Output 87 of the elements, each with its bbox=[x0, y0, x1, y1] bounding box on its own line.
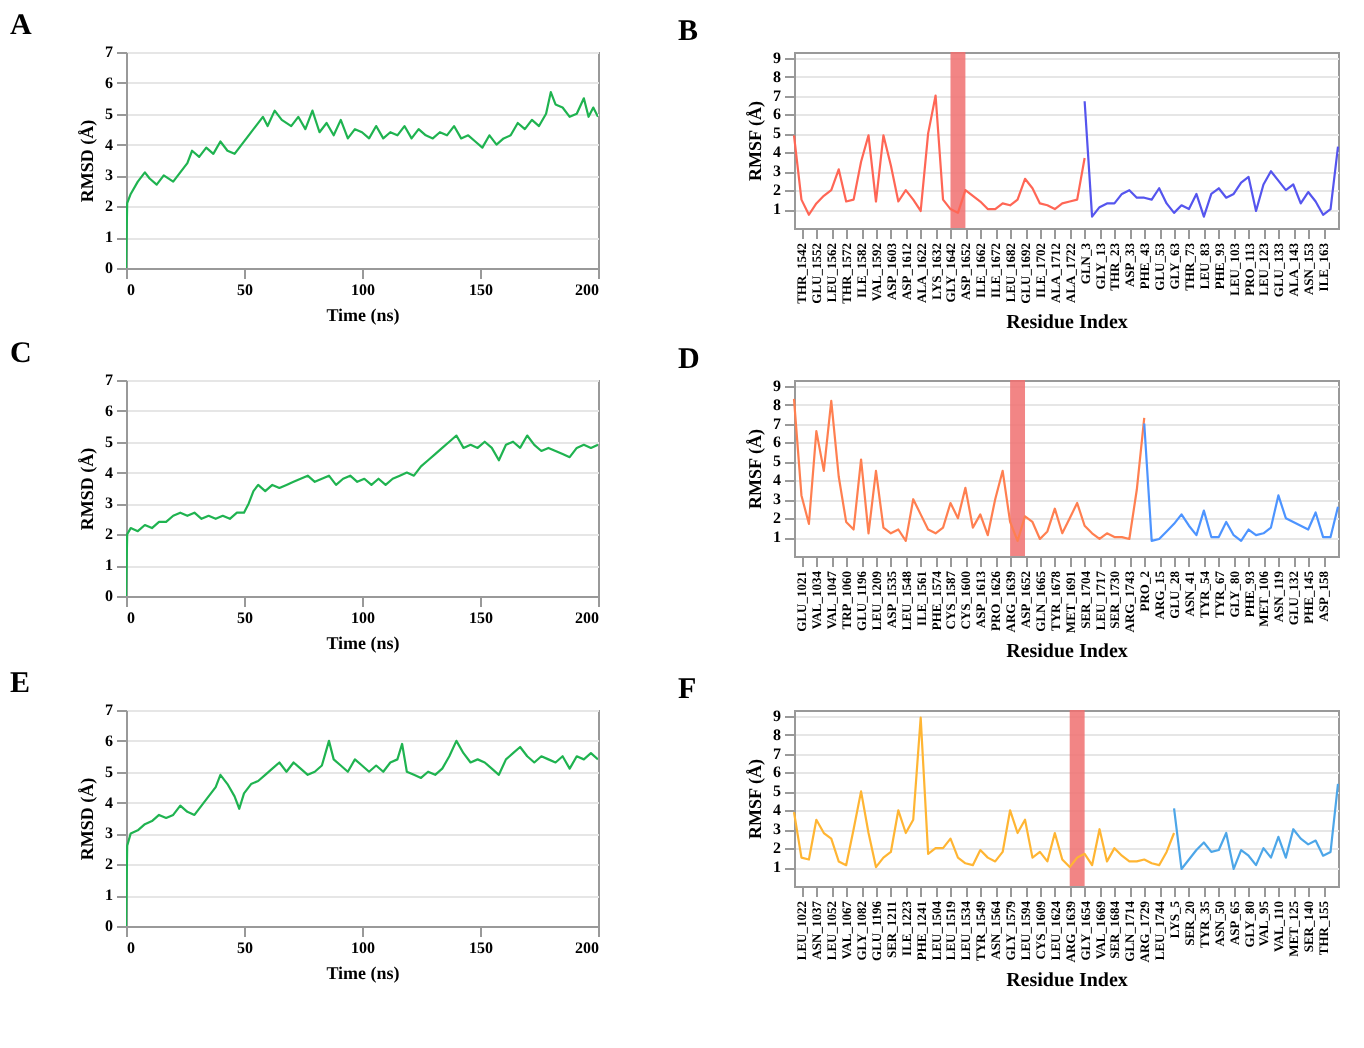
line-series bbox=[1143, 422, 1340, 542]
y-axis-title: RMSD (Å) bbox=[77, 119, 97, 203]
y-tick-label: 1 bbox=[773, 200, 781, 219]
y-tick-label: 6 bbox=[105, 73, 113, 92]
chart-title: E bbox=[10, 668, 31, 700]
y-tick-label: 8 bbox=[773, 67, 781, 86]
y-tick-label: 3 bbox=[773, 162, 781, 181]
x-tick-label: 200 bbox=[575, 939, 599, 957]
y-tick-label: 3 bbox=[773, 490, 781, 509]
chart-title: A bbox=[10, 10, 32, 42]
y-tick-label: 7 bbox=[105, 43, 113, 61]
x-axis-title: Time (ns) bbox=[326, 963, 400, 983]
y-tick-label: 5 bbox=[105, 104, 113, 123]
x-tick-label: 50 bbox=[237, 939, 253, 957]
y-tick-label: 6 bbox=[105, 731, 113, 750]
x-tick-label: 150 bbox=[469, 939, 493, 957]
x-tick-label: 0 bbox=[127, 281, 135, 299]
y-tick-label: 3 bbox=[773, 820, 781, 839]
y-axis-title: RMSF (Å) bbox=[745, 759, 765, 839]
chart-title: F bbox=[678, 673, 697, 706]
x-tick-label: 0 bbox=[127, 939, 135, 957]
line-series bbox=[792, 397, 1146, 542]
y-tick-label: 1 bbox=[105, 886, 113, 905]
chart-title: D bbox=[678, 343, 700, 376]
y-tick-label: 5 bbox=[773, 124, 781, 143]
y-tick-label: 2 bbox=[105, 197, 113, 216]
y-tick-label: 7 bbox=[105, 371, 113, 389]
x-axis-title: Residue Index bbox=[1006, 970, 1128, 993]
x-axis-title: Residue Index bbox=[1006, 311, 1128, 334]
y-tick-label: 5 bbox=[105, 432, 113, 451]
y-tick-label: 6 bbox=[105, 401, 113, 420]
y-tick-label: 8 bbox=[773, 395, 781, 414]
y-tick-label: 4 bbox=[773, 143, 781, 162]
y-tick-label: 6 bbox=[773, 105, 781, 124]
y-axis-title: RMSD (Å) bbox=[77, 447, 97, 531]
y-tick-label: 4 bbox=[105, 463, 113, 482]
y-tick-label: 2 bbox=[105, 525, 113, 544]
y-tick-label: 4 bbox=[105, 135, 113, 154]
x-tick-label: 0 bbox=[127, 609, 135, 627]
y-tick-label: 9 bbox=[773, 706, 781, 725]
y-tick-label: 2 bbox=[773, 181, 781, 200]
y-tick-label: 2 bbox=[773, 839, 781, 858]
y-tick-label: 6 bbox=[773, 433, 781, 452]
y-tick-label: 5 bbox=[773, 782, 781, 801]
y-tick-label: 9 bbox=[773, 48, 781, 67]
y-tick-label: 6 bbox=[773, 763, 781, 782]
y-axis-title: RMSF (Å) bbox=[745, 429, 765, 509]
y-tick-label: 4 bbox=[773, 801, 781, 820]
x-tick-label: 100 bbox=[351, 939, 375, 957]
line-series bbox=[1172, 782, 1340, 871]
y-tick-label: 5 bbox=[105, 762, 113, 781]
line-series bbox=[792, 94, 1086, 216]
x-tick-label: 200 bbox=[575, 281, 599, 299]
y-tick-label: 1 bbox=[773, 858, 781, 877]
y-tick-label: 3 bbox=[105, 824, 113, 843]
y-tick-label: 8 bbox=[773, 725, 781, 744]
y-tick-label: 1 bbox=[105, 556, 113, 575]
y-tick-label: 7 bbox=[105, 701, 113, 719]
x-axis-title: Time (ns) bbox=[326, 305, 400, 325]
y-tick-label: 2 bbox=[105, 855, 113, 874]
chart-title: B bbox=[678, 15, 699, 48]
x-tick-label: 200 bbox=[575, 609, 599, 627]
x-tick-label: 100 bbox=[351, 281, 375, 299]
y-tick-label: 7 bbox=[773, 86, 781, 105]
x-tick-label: 150 bbox=[469, 609, 493, 627]
line-series bbox=[792, 716, 1176, 869]
x-tick-label: 150 bbox=[469, 281, 493, 299]
line-series bbox=[1083, 100, 1340, 218]
y-tick-label: 7 bbox=[773, 744, 781, 763]
x-tick-label: 50 bbox=[237, 281, 253, 299]
x-tick-label: 50 bbox=[237, 609, 253, 627]
y-tick-label: 7 bbox=[773, 414, 781, 433]
y-tick-label: 2 bbox=[773, 509, 781, 528]
x-tick-label: 100 bbox=[351, 609, 375, 627]
x-axis-title: Time (ns) bbox=[326, 633, 400, 653]
chart-title: C bbox=[10, 338, 32, 370]
y-tick-label: 1 bbox=[773, 528, 781, 547]
y-tick-label: 5 bbox=[773, 452, 781, 471]
y-tick-label: 4 bbox=[773, 471, 781, 490]
y-axis-title: RMSD (Å) bbox=[77, 777, 97, 861]
y-tick-label: 4 bbox=[105, 793, 113, 812]
y-tick-label: 3 bbox=[105, 166, 113, 185]
x-axis-title: Residue Index bbox=[1006, 641, 1128, 664]
y-tick-label: 1 bbox=[105, 228, 113, 247]
y-axis-title: RMSF (Å) bbox=[745, 101, 765, 181]
y-tick-label: 3 bbox=[105, 494, 113, 513]
y-tick-label: 9 bbox=[773, 376, 781, 395]
